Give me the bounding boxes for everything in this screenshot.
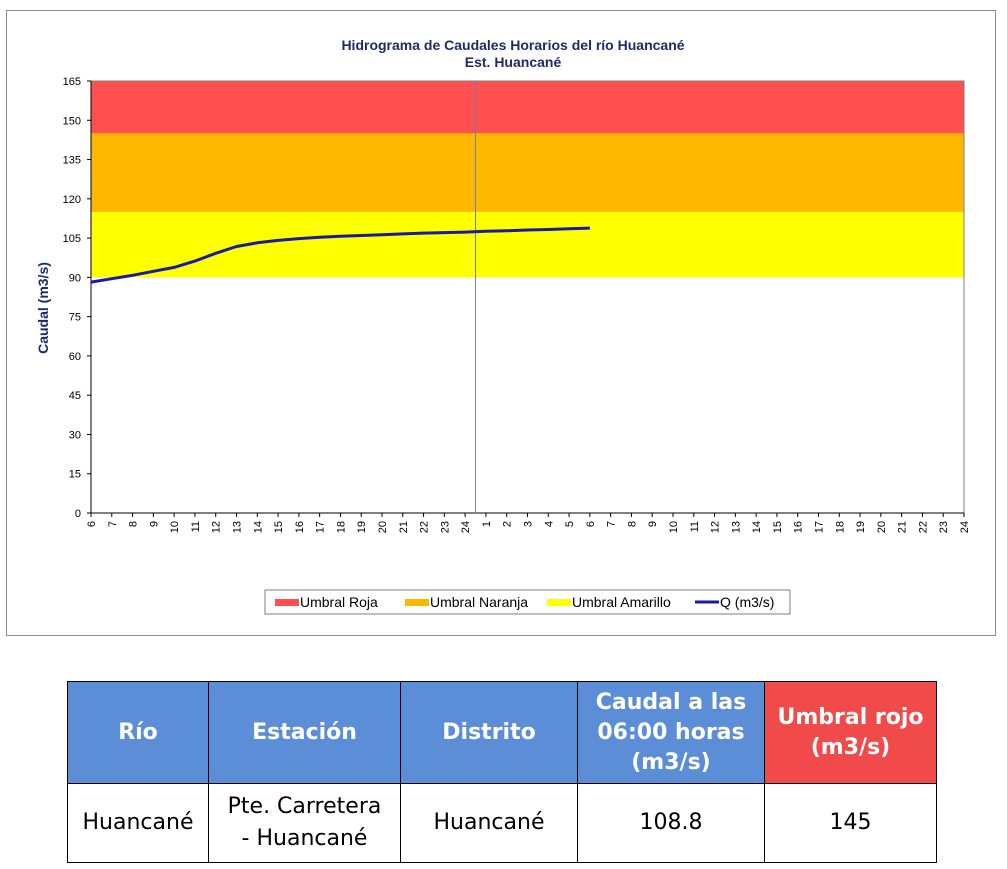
- x-tick-label: 19: [356, 521, 368, 533]
- x-tick-label: 16: [793, 521, 805, 533]
- y-tick-label: 15: [69, 469, 81, 481]
- x-tick-label: 20: [377, 521, 389, 533]
- x-tick-label: 5: [564, 521, 576, 527]
- y-tick-label: 120: [63, 194, 81, 206]
- y-tick-label: 90: [69, 272, 81, 284]
- x-tick-label: 23: [439, 521, 451, 533]
- x-tick-label: 3: [523, 521, 535, 527]
- band-1: [91, 133, 964, 212]
- x-tick-label: 7: [606, 521, 618, 527]
- x-tick-label: 9: [148, 521, 160, 527]
- hydrograph-chart: Hidrograma de Caudales Horarios del río …: [35, 37, 971, 615]
- cell-umbral: 145: [764, 783, 937, 863]
- x-tick-label: 18: [335, 521, 347, 533]
- header-caudal: Caudal a las 06:00 horas (m3/s): [577, 681, 765, 784]
- x-tick-label: 24: [460, 521, 472, 533]
- x-tick-label: 2: [502, 521, 514, 527]
- table-row: Huancané Pte. Carretera - Huancané Huanca…: [67, 783, 937, 863]
- x-tick-label: 15: [772, 521, 784, 533]
- x-tick-label: 8: [626, 521, 638, 527]
- legend-swatch: [547, 599, 571, 606]
- cell-caudal: 108.8: [577, 783, 765, 863]
- x-tick-label: 18: [834, 521, 846, 533]
- x-tick-label: 24: [959, 521, 971, 533]
- x-tick-label: 11: [689, 521, 701, 532]
- header-estacion: Estación: [208, 681, 401, 784]
- y-tick-label: 135: [63, 155, 81, 167]
- legend-swatch: [275, 599, 299, 606]
- x-tick-label: 1: [481, 521, 493, 527]
- x-tick-label: 12: [211, 521, 223, 533]
- header-rio: Río: [67, 681, 209, 784]
- series-line-q: [90, 226, 590, 284]
- x-tick-label: 23: [938, 521, 950, 533]
- chart-subtitle: Est. Huancané: [465, 54, 562, 70]
- x-tick-label: 12: [710, 521, 722, 533]
- legend-label: Umbral Roja: [300, 594, 378, 610]
- x-tick-label: 20: [876, 521, 888, 533]
- y-tick-label: 75: [69, 312, 81, 324]
- station-info-table: Río Estación Distrito Caudal a las 06:00…: [67, 681, 937, 863]
- table-header-row: Río Estación Distrito Caudal a las 06:00…: [67, 681, 937, 784]
- x-tick-label: 14: [252, 521, 264, 533]
- cell-rio: Huancané: [67, 783, 209, 863]
- x-tick-label: 17: [814, 521, 826, 533]
- cell-estacion-line2: - Huancané: [241, 826, 368, 851]
- y-tick-label: 0: [75, 508, 81, 520]
- y-tick-label: 45: [69, 390, 81, 402]
- x-tick-label: 21: [897, 521, 909, 533]
- x-tick-label: 13: [730, 521, 742, 533]
- x-tick-label: 10: [169, 521, 181, 533]
- threshold-bands: [91, 81, 964, 278]
- x-tick-label: 6: [585, 521, 597, 527]
- y-tick-label: 105: [63, 233, 81, 245]
- x-tick-label: 22: [419, 521, 431, 533]
- cell-estacion: Pte. Carretera - Huancané: [208, 783, 401, 863]
- x-tick-label: 17: [315, 521, 327, 533]
- y-tick-label: 30: [69, 429, 81, 441]
- x-tick-label: 13: [232, 521, 244, 533]
- y-axis-title: Caudal (m3/s): [35, 262, 51, 354]
- x-tick-label: 21: [398, 521, 410, 533]
- x-tick-label: 15: [273, 521, 285, 533]
- x-tick-label: 22: [917, 521, 929, 533]
- cell-estacion-line1: Pte. Carretera: [227, 794, 382, 819]
- x-tick-label: 14: [751, 521, 763, 533]
- legend-label: Q (m3/s): [720, 594, 774, 610]
- x-tick-label: 8: [128, 521, 140, 527]
- chart-legend: Umbral Roja Umbral Naranja Umbral Amarillo…: [264, 589, 791, 615]
- y-tick-label: 165: [63, 76, 81, 88]
- header-distrito: Distrito: [400, 681, 578, 784]
- cell-distrito: Huancané: [400, 783, 578, 863]
- chart-frame: Hidrograma de Caudales Horarios del río …: [6, 10, 996, 636]
- x-tick-label: 7: [107, 521, 119, 527]
- x-tick-label: 10: [668, 521, 680, 533]
- legend-label: Umbral Amarillo: [572, 594, 671, 610]
- x-tick-label: 16: [294, 521, 306, 533]
- y-axis-ticks: 0 15 30 45 60 75 90 105 120 135 150 165: [63, 76, 91, 520]
- series-layer: [90, 226, 590, 284]
- chart-title: Hidrograma de Caudales Horarios del río …: [341, 37, 684, 53]
- x-tick-label: 19: [855, 521, 867, 533]
- legend-label: Umbral Naranja: [430, 594, 528, 610]
- x-tick-label: 6: [86, 521, 98, 527]
- x-axis-ticks: 6 7 8 9 10 11 12 13 14 15 16 17 18 19 20 21 22 23 24 1 2 3 4 5 6…: [86, 513, 971, 533]
- header-umbral-rojo: Umbral rojo (m3/s): [764, 681, 937, 784]
- band-2: [91, 211, 964, 278]
- y-tick-label: 150: [63, 115, 81, 127]
- y-tick-label: 60: [69, 351, 81, 363]
- x-tick-label: 4: [543, 521, 555, 527]
- legend-swatch: [405, 599, 429, 606]
- x-tick-label: 11: [190, 521, 202, 532]
- x-tick-label: 9: [647, 521, 659, 527]
- band-0: [91, 81, 964, 134]
